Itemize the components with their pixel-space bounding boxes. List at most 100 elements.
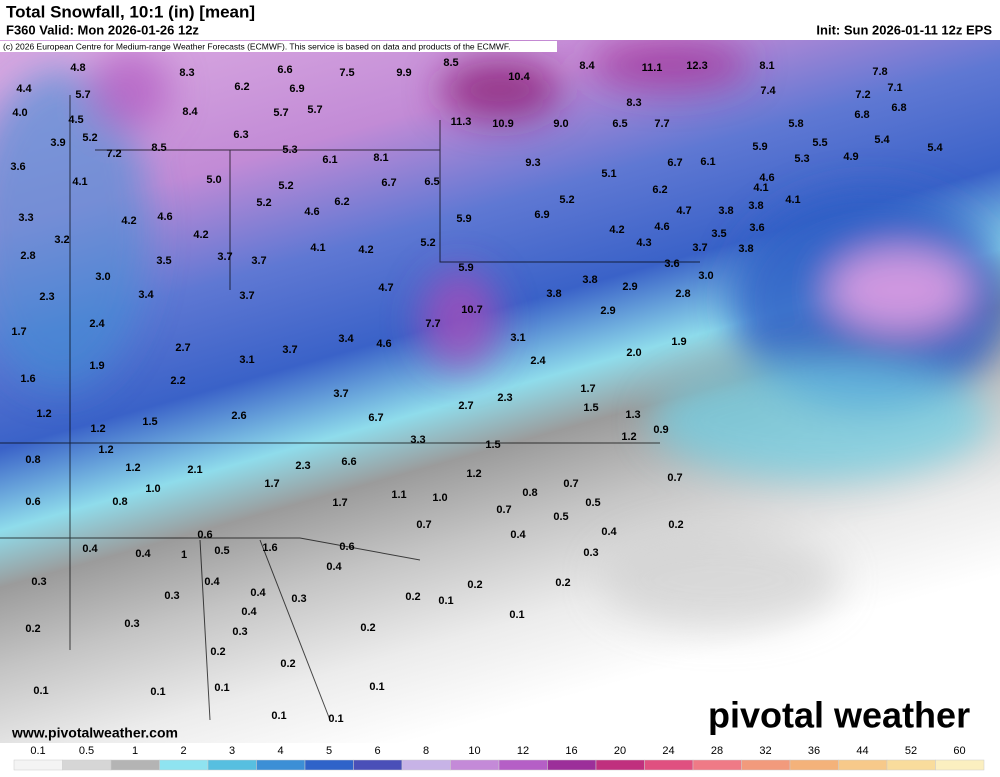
snow-label: 5.2 xyxy=(82,132,97,144)
colorbar-swatch xyxy=(789,759,839,771)
snow-label: 1.6 xyxy=(262,542,277,554)
snow-label: 3.0 xyxy=(698,270,713,282)
snow-label: 1 xyxy=(181,549,187,561)
snow-label: 3.2 xyxy=(54,234,69,246)
colorbar-swatch xyxy=(838,759,888,771)
snow-label: 8.4 xyxy=(182,106,198,118)
snow-label: 7.2 xyxy=(855,89,870,101)
colorbar-label: 6 xyxy=(374,745,380,757)
colorbar-label: 16 xyxy=(565,745,577,757)
snow-label: 6.2 xyxy=(334,196,349,208)
snow-label: 10.7 xyxy=(461,304,482,316)
snow-label: 4.6 xyxy=(157,211,172,223)
snow-label: 4.1 xyxy=(785,194,800,206)
snow-label: 1.2 xyxy=(36,408,51,420)
snow-label: 4.1 xyxy=(72,176,87,188)
colorbar-swatch xyxy=(547,759,597,771)
snow-label: 6.1 xyxy=(700,156,715,168)
snow-label: 0.2 xyxy=(360,622,375,634)
snow-label: 0.1 xyxy=(33,685,48,697)
snow-label: 8.1 xyxy=(373,152,388,164)
snow-label: 2.3 xyxy=(295,460,310,472)
snow-label: 0.4 xyxy=(510,529,526,541)
snow-label: 8.3 xyxy=(179,67,194,79)
snow-label: 0.7 xyxy=(496,504,511,516)
snowfall-shading xyxy=(0,40,1000,630)
copyright-bg xyxy=(0,41,557,52)
snow-label: 0.5 xyxy=(553,511,568,523)
snow-label: 3.6 xyxy=(10,161,25,173)
snow-label: 4.2 xyxy=(358,244,373,256)
snow-label: 5.7 xyxy=(307,104,322,116)
snow-label: 3.7 xyxy=(217,251,232,263)
colorbar-swatch xyxy=(110,759,160,771)
snow-label: 8.5 xyxy=(443,57,458,69)
snow-label: 0.2 xyxy=(280,658,295,670)
snow-label: 0.4 xyxy=(601,526,617,538)
snow-label: 0.8 xyxy=(112,496,127,508)
init-time: Init: Sun 2026-01-11 12z EPS xyxy=(816,22,992,37)
snow-label: 3.8 xyxy=(718,205,733,217)
snow-label: 8.5 xyxy=(151,142,166,154)
snow-label: 5.5 xyxy=(812,137,827,149)
snow-label: 0.3 xyxy=(583,547,598,559)
snow-label: 0.4 xyxy=(82,543,98,555)
snow-label: 3.1 xyxy=(239,354,254,366)
snow-label: 0.6 xyxy=(339,541,354,553)
snow-label: 0.1 xyxy=(150,686,165,698)
colorbar: 0.1 0.5 1 2 3 4 5 6 8 10 12 16 20 24 28 32 36 44 52 60 xyxy=(13,745,985,771)
snow-label: 6.6 xyxy=(341,456,356,468)
snow-label: 12.3 xyxy=(686,60,707,72)
snow-label: 1.7 xyxy=(264,478,279,490)
snow-label: 6.2 xyxy=(652,184,667,196)
snow-label: 3.9 xyxy=(50,137,65,149)
snow-label: 1.0 xyxy=(432,492,447,504)
snow-label: 3.0 xyxy=(95,271,110,283)
snow-label: 8.1 xyxy=(759,60,774,72)
snow-label: 1.2 xyxy=(621,431,636,443)
colorbar-swatch xyxy=(886,759,936,771)
snow-label: 1.7 xyxy=(11,326,26,338)
snow-label: 0.6 xyxy=(25,496,40,508)
snow-label: 5.8 xyxy=(788,118,803,130)
colorbar-label: 10 xyxy=(468,745,480,757)
colorbar-label: 32 xyxy=(759,745,771,757)
snow-label: 4.6 xyxy=(654,221,669,233)
snow-label: 3.4 xyxy=(138,289,154,301)
colorbar-label: 0.5 xyxy=(79,745,94,757)
snow-label: 6.7 xyxy=(368,412,383,424)
snow-label: 0.4 xyxy=(135,548,151,560)
snow-label: 0.3 xyxy=(124,618,139,630)
snow-label: 3.8 xyxy=(738,243,753,255)
snow-label: 5.4 xyxy=(927,142,943,154)
snow-label: 4.2 xyxy=(193,229,208,241)
colorbar-swatch xyxy=(207,759,257,771)
snow-label: 4.2 xyxy=(609,224,624,236)
snow-label: 3.3 xyxy=(18,212,33,224)
colorbar-label: 2 xyxy=(180,745,186,757)
colorbar-label: 20 xyxy=(614,745,626,757)
snow-label: 0.7 xyxy=(563,478,578,490)
snow-label: 2.8 xyxy=(20,250,35,262)
snow-label: 4.4 xyxy=(16,83,32,95)
snow-label: 0.1 xyxy=(369,681,384,693)
snow-label: 3.7 xyxy=(251,255,266,267)
snow-label: 3.7 xyxy=(239,290,254,302)
colorbar-label: 4 xyxy=(277,745,283,757)
snow-label: 0.4 xyxy=(250,587,266,599)
snow-label: 0.2 xyxy=(25,623,40,635)
snow-label: 0.6 xyxy=(197,529,212,541)
snow-label: 1.6 xyxy=(20,373,35,385)
snow-label: 3.8 xyxy=(748,200,763,212)
snow-label: 0.2 xyxy=(555,577,570,589)
colorbar-label: 44 xyxy=(856,745,868,757)
snow-label: 3.5 xyxy=(711,228,726,240)
snow-label: 5.1 xyxy=(601,168,616,180)
colorbar-label: 8 xyxy=(423,745,429,757)
copyright: (c) 2026 European Centre for Medium-rang… xyxy=(3,41,511,51)
snow-label: 6.2 xyxy=(234,81,249,93)
snow-label: 1.5 xyxy=(142,416,157,428)
snow-label: 7.1 xyxy=(887,82,902,94)
snow-label: 6.9 xyxy=(534,209,549,221)
snow-label: 3.8 xyxy=(546,288,561,300)
